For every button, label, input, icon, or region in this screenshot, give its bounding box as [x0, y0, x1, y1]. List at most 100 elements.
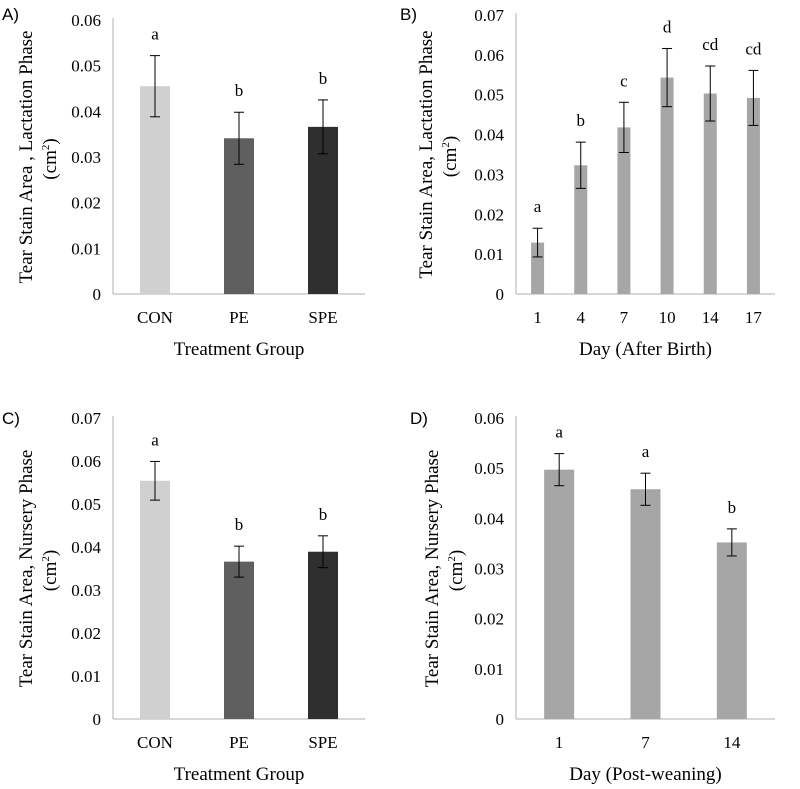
bar-pe — [224, 561, 254, 719]
unit-superscript: 2 — [40, 145, 52, 151]
y-tick-label: 0.06 — [474, 46, 504, 65]
bar-spe — [308, 126, 338, 294]
panel-label: D) — [410, 409, 428, 428]
x-tick-label: 14 — [702, 308, 720, 327]
y-tick-label: 0 — [93, 710, 102, 729]
significance-letter: b — [728, 498, 737, 517]
bar-con — [140, 480, 170, 719]
x-tick-label: 4 — [577, 308, 586, 327]
x-tick-label: 10 — [659, 308, 676, 327]
y-tick-label: 0.03 — [71, 581, 101, 600]
significance-letter: b — [319, 505, 328, 524]
unit-base: (cm — [440, 147, 461, 177]
y-axis-unit: (cm2) — [446, 550, 467, 591]
y-tick-label: 0.04 — [71, 102, 101, 121]
y-axis-unit: (cm2) — [440, 136, 461, 177]
x-axis-title: Treatment Group — [174, 764, 305, 785]
bar-1 — [531, 242, 545, 294]
bar-spe — [308, 551, 338, 719]
x-tick-label: 1 — [555, 733, 564, 752]
unit-superscript: 2 — [446, 556, 458, 562]
bar-7 — [630, 489, 661, 719]
significance-letter: c — [620, 71, 628, 90]
y-axis-title: Tear Stain Area , Lactation Phase — [16, 31, 37, 284]
y-tick-label: 0.02 — [71, 194, 101, 213]
y-tick-label: 0.07 — [474, 6, 504, 25]
unit-base: (cm — [446, 561, 467, 591]
significance-letter: b — [235, 515, 244, 534]
y-tick-label: 0.04 — [71, 538, 101, 557]
y-tick-label: 0.01 — [474, 660, 504, 679]
bar-1 — [544, 469, 575, 719]
x-tick-label: 17 — [745, 308, 763, 327]
bar-7 — [617, 127, 631, 294]
y-axis-unit: (cm2) — [40, 550, 61, 591]
unit-close: ) — [440, 136, 461, 142]
panel-label: A) — [2, 5, 19, 24]
unit-base: (cm — [40, 150, 61, 180]
x-tick-label: PE — [229, 308, 249, 327]
y-tick-label: 0.06 — [71, 11, 101, 30]
y-tick-label: 0.04 — [474, 509, 504, 528]
y-tick-label: 0.01 — [71, 239, 101, 258]
x-tick-label: SPE — [308, 308, 337, 327]
x-tick-label: 1 — [533, 308, 542, 327]
y-tick-label: 0.02 — [474, 205, 504, 224]
significance-letter: a — [534, 197, 542, 216]
x-tick-label: SPE — [308, 733, 337, 752]
x-axis-title: Treatment Group — [174, 339, 305, 360]
unit-superscript: 2 — [440, 142, 452, 148]
significance-letter: b — [577, 111, 586, 130]
y-tick-label: 0.05 — [474, 86, 504, 105]
y-tick-label: 0 — [496, 710, 505, 729]
x-axis-title: Day (Post-weaning) — [569, 764, 722, 785]
unit-close: ) — [446, 550, 467, 556]
y-axis-title: Tear Stain Area, Nursery Phase — [422, 450, 443, 688]
unit-base: (cm — [40, 561, 61, 591]
significance-letter: b — [235, 81, 244, 100]
y-tick-label: 0.05 — [71, 57, 101, 76]
y-tick-label: 0.06 — [71, 452, 101, 471]
y-tick-label: 0.06 — [474, 409, 504, 428]
bar-con — [140, 86, 170, 294]
significance-letter: a — [642, 442, 650, 461]
significance-letter: a — [151, 430, 159, 449]
y-tick-label: 0.07 — [71, 409, 101, 428]
y-axis-unit: (cm2) — [40, 138, 61, 179]
y-tick-label: 0 — [93, 285, 102, 304]
y-axis-title: Tear Stain Area, Lactation Phase — [416, 30, 437, 278]
x-tick-label: 7 — [620, 308, 629, 327]
x-axis-title: Day (After Birth) — [579, 339, 712, 360]
y-tick-label: 0.02 — [71, 624, 101, 643]
y-tick-label: 0.03 — [71, 148, 101, 167]
bar-14 — [703, 93, 717, 294]
unit-superscript: 2 — [40, 556, 52, 562]
panel-label: B) — [400, 5, 417, 24]
y-tick-label: 0.03 — [474, 560, 504, 579]
y-tick-label: 0.01 — [71, 667, 101, 686]
bar-4 — [574, 165, 588, 294]
y-tick-label: 0 — [496, 285, 505, 304]
y-tick-label: 0.05 — [71, 495, 101, 514]
y-axis-title: Tear Stain Area, Nursery Phase — [16, 450, 37, 688]
y-tick-label: 0.04 — [474, 126, 504, 145]
bar-14 — [716, 542, 747, 719]
bar-17 — [746, 97, 760, 294]
y-tick-label: 0.02 — [474, 610, 504, 629]
significance-letter: a — [555, 423, 563, 442]
x-tick-label: PE — [229, 733, 249, 752]
unit-close: ) — [40, 550, 61, 556]
significance-letter: cd — [745, 39, 762, 58]
x-tick-label: CON — [137, 308, 173, 327]
x-tick-label: 14 — [723, 733, 741, 752]
unit-close: ) — [40, 138, 61, 144]
significance-letter: d — [663, 17, 672, 36]
y-tick-label: 0.01 — [474, 245, 504, 264]
significance-letter: a — [151, 25, 159, 44]
y-tick-label: 0.03 — [474, 165, 504, 184]
x-tick-label: CON — [137, 733, 173, 752]
x-tick-label: 7 — [641, 733, 650, 752]
significance-letter: cd — [702, 35, 719, 54]
significance-letter: b — [319, 69, 328, 88]
